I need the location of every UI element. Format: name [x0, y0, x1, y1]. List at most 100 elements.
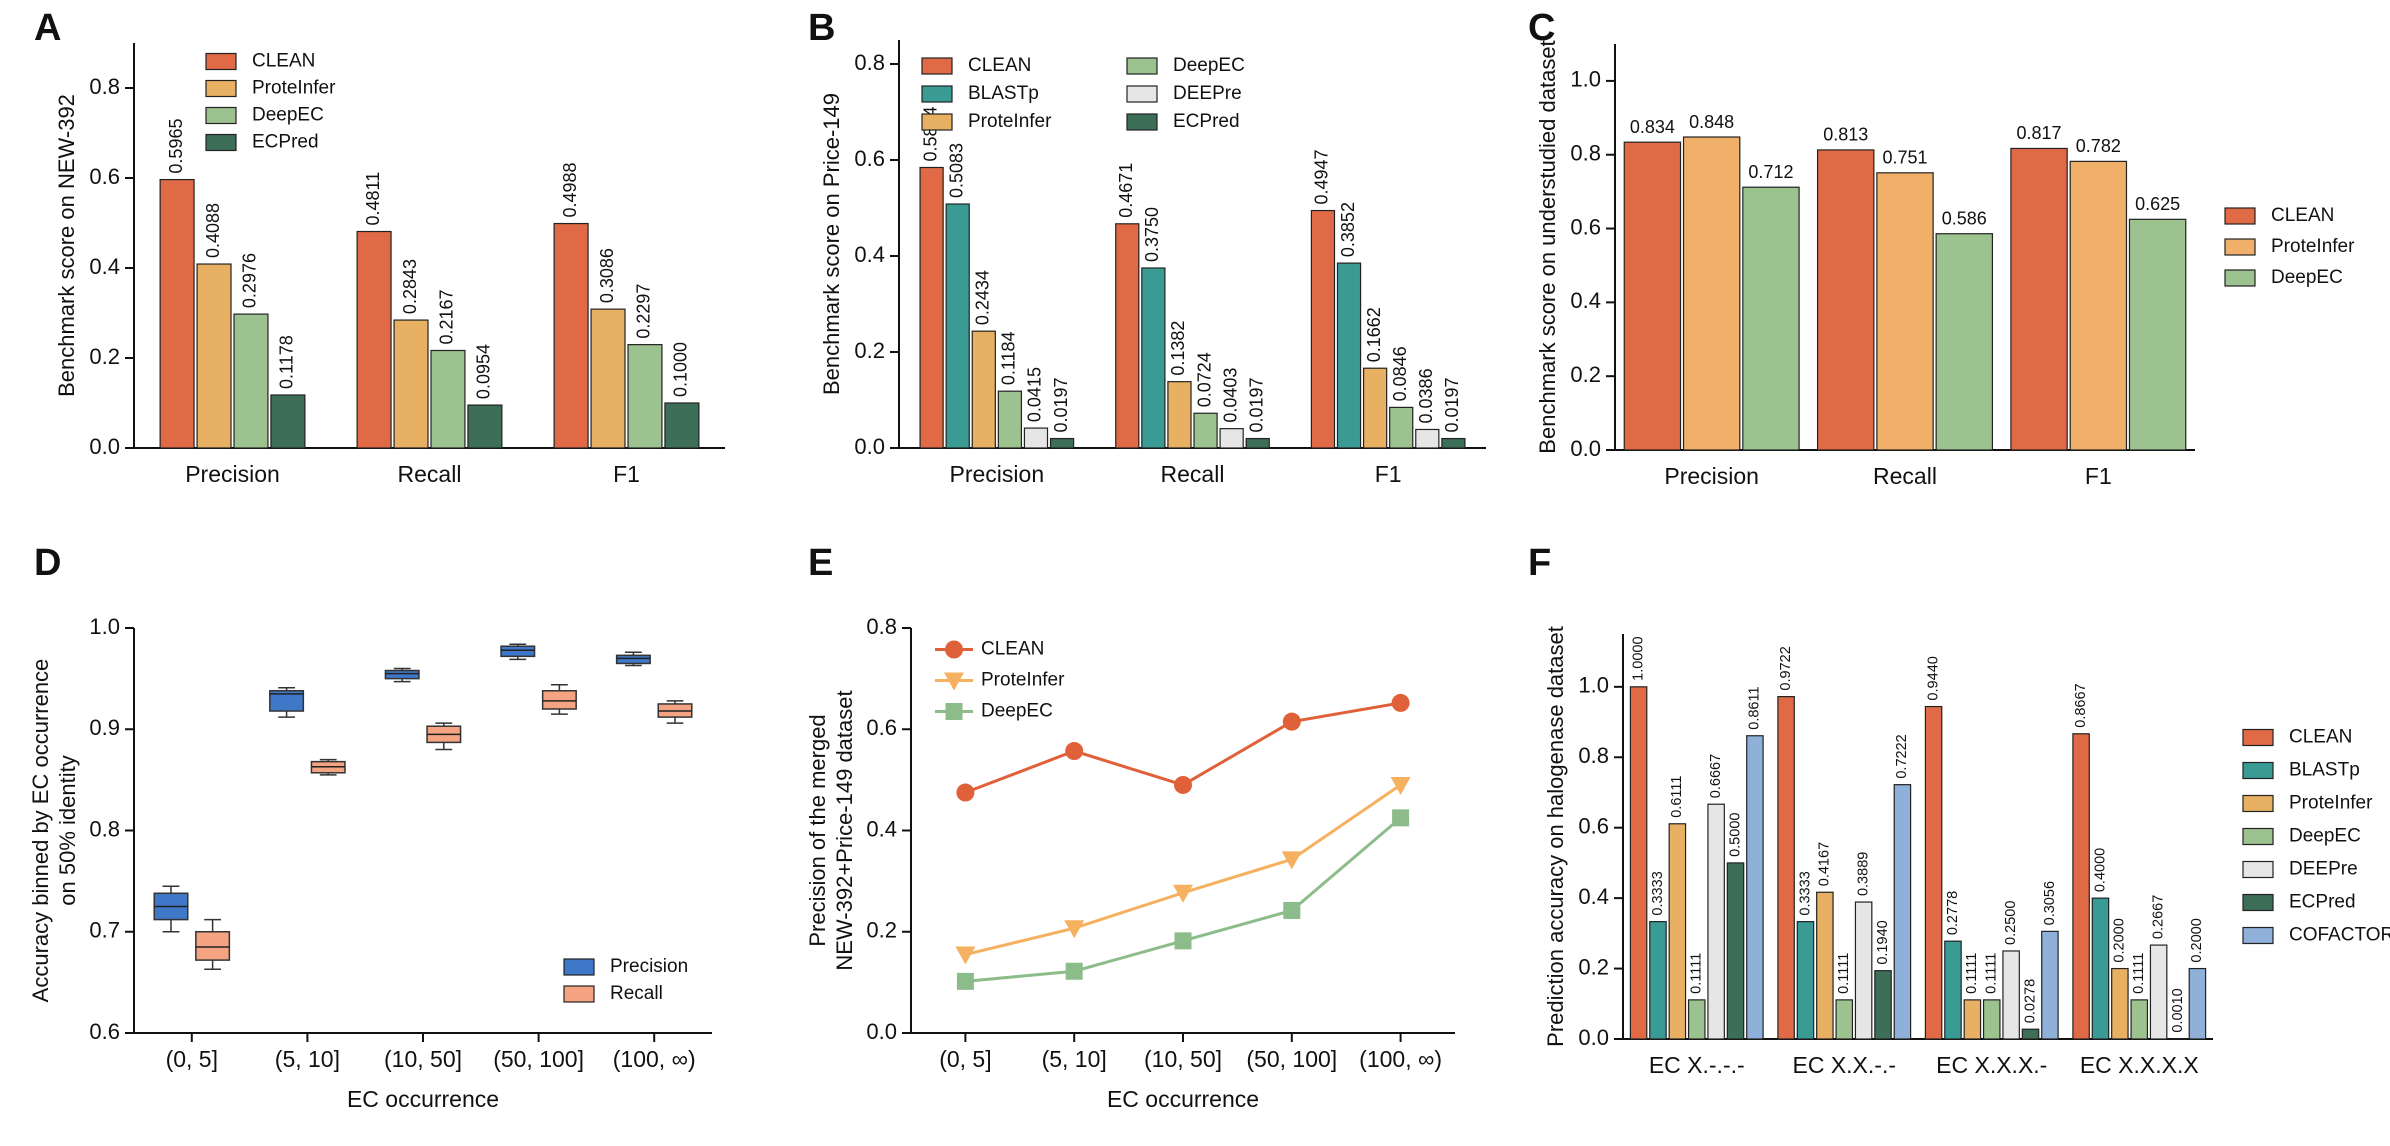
value-label: 0.1111 — [1964, 953, 1980, 994]
bar — [159, 178, 195, 449]
bar — [1816, 891, 1834, 1040]
bar — [664, 402, 700, 449]
value-label: 0.5965 — [166, 119, 186, 174]
y-tick-label: 1.0 — [1570, 67, 1601, 92]
bar — [1944, 940, 1962, 1040]
panel: F 0.0 0.2 0.4 0.6 0.8 1.0 Prediction accuracy o… — [1528, 542, 2390, 1078]
legend-label: DeepEC — [981, 701, 1053, 722]
value-label: 1.0000 — [1630, 636, 1646, 680]
value-label: 0.1382 — [1168, 321, 1188, 376]
bar — [1141, 267, 1166, 449]
bar — [2041, 930, 2059, 1040]
value-label: 0.813 — [1823, 125, 1868, 145]
x-tick-label: (10, 50] — [384, 1046, 462, 1072]
legend-label: ProteInfer — [981, 670, 1065, 691]
value-label: 0.1111 — [2131, 953, 2147, 994]
y-axis-title: Benchmark score on understudied dataset — [1535, 40, 1560, 453]
legend-swatch — [205, 52, 237, 71]
bar — [1649, 921, 1667, 1040]
value-label: 0.4671 — [1116, 163, 1136, 218]
value-label: 0.3750 — [1142, 207, 1162, 262]
value-label: 0.586 — [1942, 208, 1987, 228]
bar — [1924, 705, 1943, 1040]
panel-label: E — [808, 542, 833, 584]
marker — [1390, 776, 1411, 795]
y-tick-label: 0.6 — [1570, 214, 1601, 239]
value-label: 0.0197 — [1051, 377, 1071, 432]
y-tick-label: 0.6 — [89, 1019, 120, 1044]
legend-swatch — [1126, 113, 1158, 131]
value-label: 0.1178 — [277, 335, 297, 389]
x-tick-label: Precision — [185, 461, 280, 487]
value-label: 0.2434 — [973, 270, 993, 325]
box — [195, 931, 231, 961]
value-label: 0.4000 — [2092, 848, 2108, 892]
legend-swatch — [2224, 269, 2256, 287]
bar — [590, 308, 626, 449]
legend-swatch — [563, 958, 595, 976]
legend-swatch — [2242, 860, 2274, 879]
y-tick-label: 0.6 — [866, 715, 897, 740]
bar — [2188, 967, 2207, 1040]
legend-label: ProteInfer — [252, 78, 336, 99]
bar — [1415, 428, 1440, 449]
legend-swatch — [2242, 728, 2274, 747]
bar — [1777, 696, 1795, 1040]
value-label: 0.848 — [1689, 112, 1734, 132]
bar — [356, 230, 392, 449]
bar — [1707, 803, 1725, 1040]
legend-label: BLASTp — [2289, 760, 2360, 781]
value-label: 0.0724 — [1194, 352, 1214, 407]
x-tick-label: (50, 100] — [493, 1046, 584, 1072]
value-label: 0.9722 — [1778, 646, 1794, 690]
x-tick-label: F1 — [2085, 463, 2112, 489]
x-tick-label: EC X.-.-.- — [1649, 1052, 1745, 1078]
bar — [553, 222, 589, 449]
value-label: 0.0415 — [1025, 367, 1045, 422]
y-tick-label: 0.4 — [1570, 288, 1601, 313]
bar — [430, 349, 466, 449]
x-tick-label: (5, 10] — [1042, 1046, 1107, 1072]
y-tick-label: 0.0 — [89, 434, 120, 459]
legend-label: ProteInfer — [2271, 236, 2355, 257]
bar — [2128, 218, 2187, 451]
y-tick-label: 0.8 — [1570, 141, 1601, 166]
value-label: 0.4811 — [363, 172, 383, 226]
value-label: 0.8667 — [2073, 683, 2089, 727]
legend-label: CLEAN — [981, 639, 1044, 660]
value-label: 0.5083 — [946, 143, 966, 198]
bar — [1668, 823, 1687, 1040]
x-tick-label: (10, 50] — [1144, 1046, 1222, 1072]
value-label: 0.3333 — [1797, 871, 1813, 915]
y-tick-label: 0.8 — [89, 74, 120, 99]
box — [615, 654, 651, 665]
legend-label: CLEAN — [968, 55, 1031, 76]
value-label: 0.2667 — [2150, 895, 2166, 939]
legend-swatch — [205, 133, 237, 152]
x-tick-label: Recall — [398, 461, 462, 487]
legend-swatch — [2242, 827, 2274, 846]
bar — [2069, 160, 2128, 451]
bar — [2091, 897, 2110, 1040]
panel: C 0.0 0.2 0.4 0.6 0.8 1.0 Benchmark score on un… — [1528, 7, 2355, 489]
bar — [1742, 186, 1800, 451]
bar — [1115, 223, 1140, 449]
x-tick-label: Recall — [1161, 461, 1225, 487]
bar — [2010, 147, 2068, 451]
bar — [1049, 437, 1075, 449]
x-tick-label: (0, 5] — [166, 1046, 218, 1072]
y-tick-label: 0.2 — [1570, 362, 1601, 387]
legend-label: DEEPre — [2289, 859, 2358, 880]
bar — [2130, 999, 2149, 1040]
legend-swatch — [563, 985, 595, 1003]
bar — [1682, 136, 1741, 451]
bar — [1629, 686, 1648, 1040]
y-tick-label: 0.4 — [866, 816, 897, 841]
bar — [1876, 172, 1934, 451]
y-tick-label: 0.8 — [1578, 743, 1609, 768]
panel-label: F — [1528, 542, 1551, 584]
legend-swatch — [921, 57, 953, 75]
bar — [1982, 999, 2001, 1040]
value-label: 0.2297 — [634, 284, 654, 339]
